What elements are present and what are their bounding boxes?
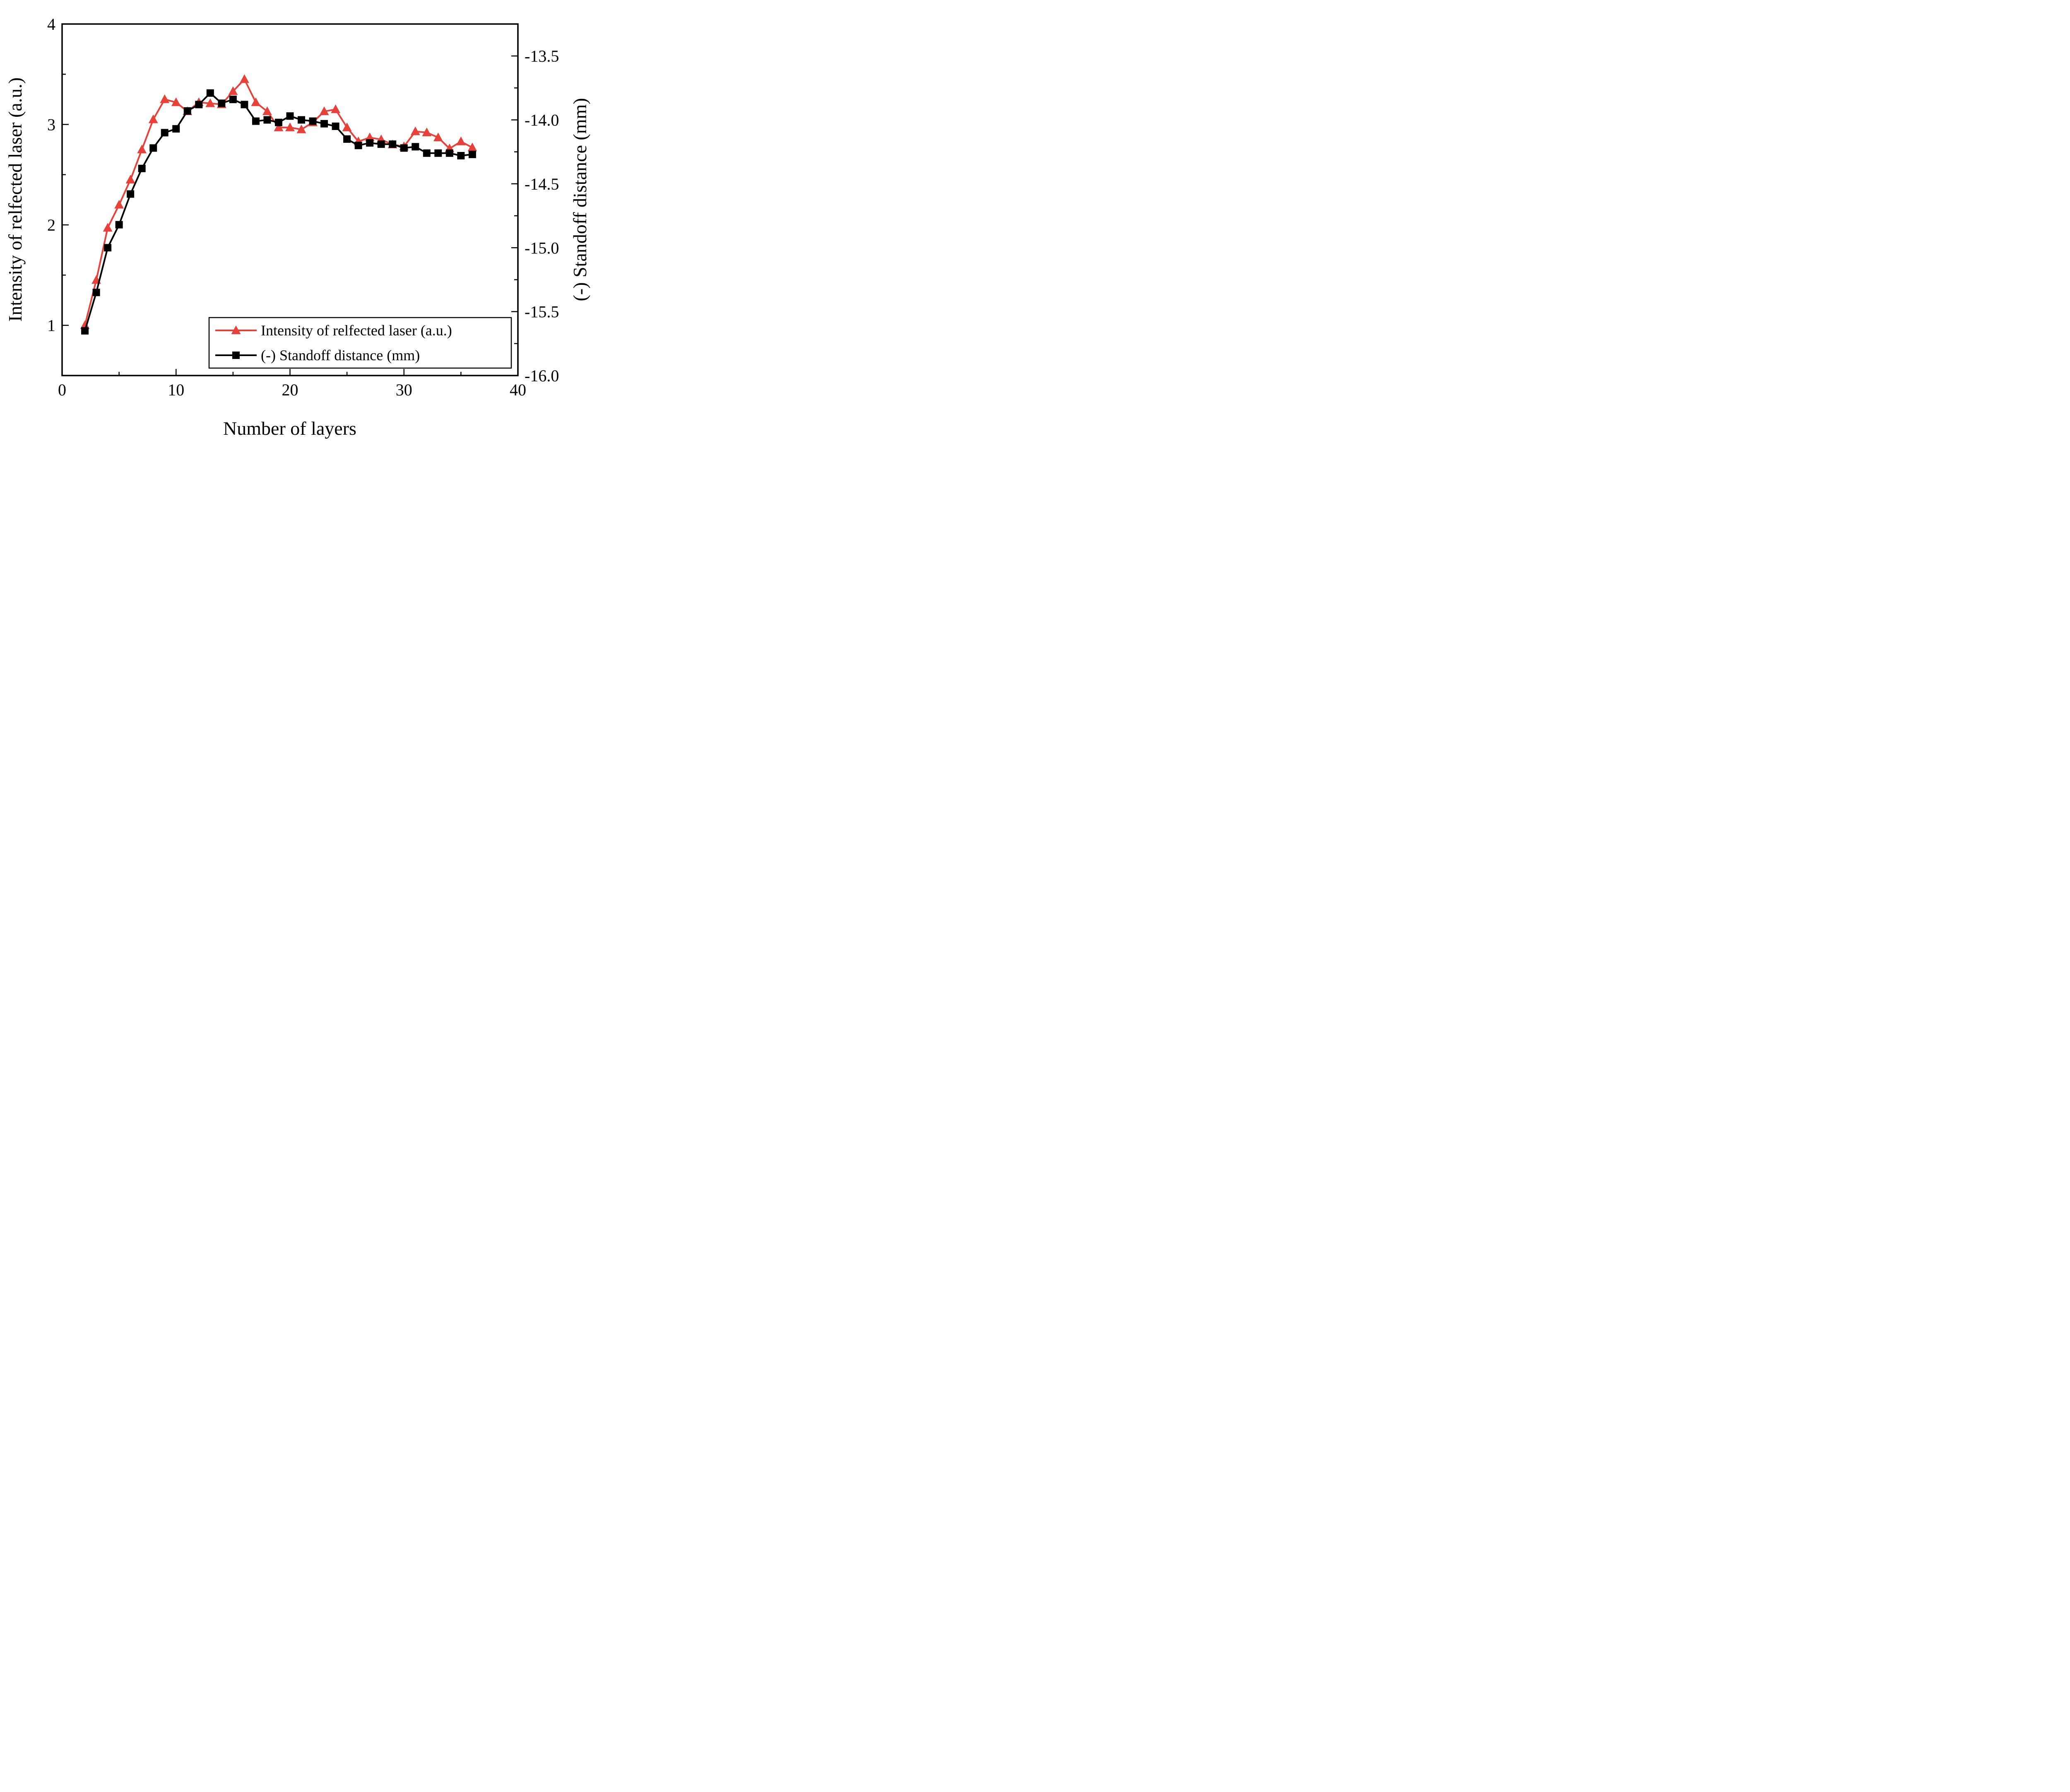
legend-label: (-) Standoff distance (mm): [261, 347, 420, 364]
y-right-tick-label: -16.0: [525, 366, 559, 385]
y-right-tick-label: -15.0: [525, 238, 559, 257]
plot-frame: [61, 23, 519, 376]
y-left-tick-label: 3: [47, 116, 55, 134]
legend-box: [208, 317, 512, 369]
x-tick-label: 40: [510, 381, 526, 399]
y-axis-title-left: Intensity of relfected laser (a.u.): [5, 77, 26, 322]
y-axis-title-right: (-) Standoff distance (mm): [569, 98, 590, 301]
y-right-tick-label: -15.5: [525, 303, 559, 321]
x-tick-label: 30: [396, 381, 412, 399]
y-right-tick-label: -13.5: [525, 47, 559, 65]
x-tick-label: 10: [168, 381, 184, 399]
legend: Intensity of relfected laser (a.u.) (-) S…: [208, 317, 512, 369]
y-right-tick-label: -14.0: [525, 111, 559, 130]
y-left-tick-label: 4: [47, 15, 55, 34]
legend-label: Intensity of relfected laser (a.u.): [261, 322, 452, 339]
y-left-tick-label: 2: [47, 216, 55, 234]
x-tick-label: 20: [282, 381, 298, 399]
plot-area: 0 10 20 30 40 1 2 3 4 -13.5 -14.0 -14.5 -15.0 -15.5 -1…: [47, 15, 559, 399]
axis-ticks: 0 10 20 30 40 1 2 3 4 -13.5 -14.0 -14.5 -15.0 -15.5 -1…: [47, 15, 559, 399]
figure: 0 10 20 30 40 1 2 3 4 -13.5 -14.0 -14.5 -15.0 -15.5 -1…: [0, 0, 602, 448]
y-left-tick-label: 1: [47, 316, 55, 335]
x-axis-title: Number of layers: [223, 418, 356, 439]
y-right-tick-label: -14.5: [525, 175, 559, 193]
series-triangle-left: [80, 74, 477, 329]
dual-axis-line-chart: 0 10 20 30 40 1 2 3 4 -13.5 -14.0 -14.5 -15.0 -15.5 -1…: [5, 15, 590, 439]
x-tick-label: 0: [58, 381, 66, 399]
series-square-right: [81, 89, 476, 335]
